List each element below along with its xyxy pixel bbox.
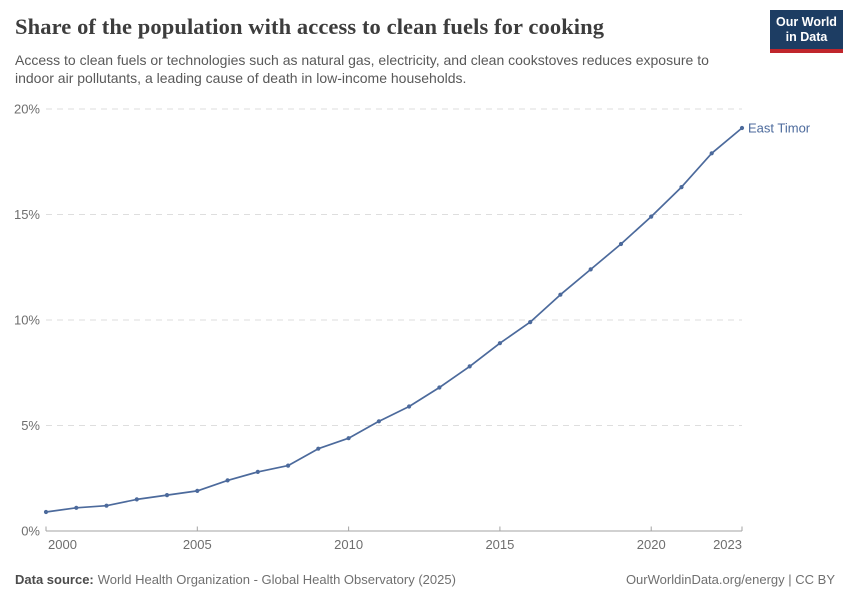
chart-footer: Data source: World Health Organization - … [15,572,835,587]
data-point[interactable] [407,404,412,409]
series-label: East Timor [748,120,811,135]
x-tick-label: 2015 [485,537,514,552]
data-point[interactable] [286,463,291,468]
y-tick-label: 10% [14,313,40,328]
y-tick-label: 0% [21,524,40,539]
data-point[interactable] [43,509,49,515]
data-point[interactable] [437,385,442,390]
data-point[interactable] [225,478,230,483]
data-point[interactable] [134,497,139,502]
data-point[interactable] [679,185,684,190]
data-point[interactable] [739,125,745,131]
data-point[interactable] [528,320,533,325]
y-tick-label: 20% [14,102,40,117]
data-point[interactable] [346,436,351,441]
data-point[interactable] [497,341,502,346]
data-point[interactable] [195,488,200,493]
x-tick-label: 2000 [48,537,77,552]
x-tick-label: 2005 [183,537,212,552]
data-line [45,127,743,513]
x-tick-label: 2023 [713,537,742,552]
data-source-label: Data source: [15,572,94,587]
owid-logo-line1: Our World [776,15,837,29]
data-point[interactable] [558,292,563,297]
y-tick-label: 5% [21,418,40,433]
data-point[interactable] [316,446,321,451]
data-point[interactable] [649,214,654,219]
data-point[interactable] [467,364,472,369]
x-tick-label: 2010 [334,537,363,552]
credit-link[interactable]: OurWorldinData.org/energy | CC BY [625,572,835,587]
data-point[interactable] [164,493,170,498]
data-point[interactable] [588,267,593,272]
data-point[interactable] [709,151,714,156]
owid-logo: Our World in Data [770,10,843,53]
data-point[interactable] [376,419,381,424]
data-point[interactable] [618,241,624,247]
data-source-text: World Health Organization - Global Healt… [97,572,456,587]
x-tick-label: 2020 [637,537,666,552]
owid-logo-line2: in Data [785,30,828,44]
chart-subtitle: Access to clean fuels or technologies su… [15,52,709,87]
data-point[interactable] [104,503,109,508]
y-tick-label: 15% [14,207,40,222]
data-source: Data source: World Health Organization - … [15,572,456,587]
page-title: Share of the population with access to c… [15,14,605,39]
data-point[interactable] [74,505,79,510]
data-point[interactable] [255,469,260,474]
